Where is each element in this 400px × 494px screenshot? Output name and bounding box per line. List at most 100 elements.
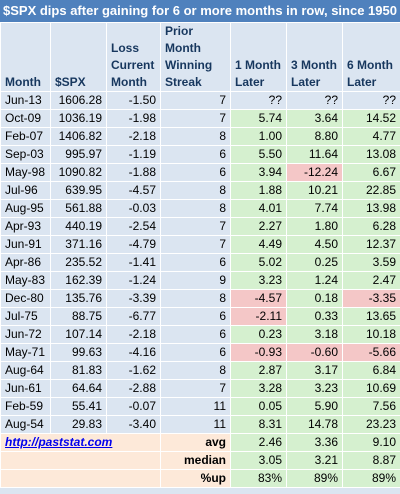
table-cell: 1.00 (230, 127, 287, 146)
table-cell: 7 (160, 109, 231, 128)
table-cell: -1.62 (106, 361, 161, 380)
table-cell: 6 (160, 325, 231, 344)
summary-value: 3.21 (286, 451, 343, 470)
table-cell: 2.47 (342, 271, 400, 290)
table-cell: 6 (160, 253, 231, 272)
table-cell: -0.07 (106, 397, 161, 416)
summary-value: 3.36 (286, 433, 343, 452)
table-cell: Jun-61 (0, 379, 51, 398)
table-cell: Jul-96 (0, 181, 51, 200)
table-cell: 5.02 (230, 253, 287, 272)
table-cell: -1.24 (106, 271, 161, 290)
table-cell: 8.80 (286, 127, 343, 146)
summary-spacer: http://paststat.com (0, 433, 161, 452)
table-cell: May-98 (0, 163, 51, 182)
table-cell: 0.23 (230, 325, 287, 344)
summary-value: 2.46 (230, 433, 287, 452)
table-cell: 639.95 (50, 181, 107, 200)
table-row: Apr-86 235.52 -1.41 6 5.02 0.25 3.59 (0, 253, 400, 272)
table-cell: 1.80 (286, 217, 343, 236)
table-cell: 561.88 (50, 199, 107, 218)
table-cell: ?? (230, 91, 287, 110)
table-cell: 3.23 (286, 379, 343, 398)
summary-value: 9.10 (342, 433, 400, 452)
table-cell: 81.83 (50, 361, 107, 380)
table-cell: Apr-93 (0, 217, 51, 236)
table-cell: 3.94 (230, 163, 287, 182)
table-cell: 2.27 (230, 217, 287, 236)
table-cell: 9 (160, 271, 231, 290)
table-cell: 1090.82 (50, 163, 107, 182)
table-cell: 3.17 (286, 361, 343, 380)
table-cell: 13.98 (342, 199, 400, 218)
title: $SPX dips after gaining for 6 or more mo… (0, 0, 400, 22)
table-cell: 135.76 (50, 289, 107, 308)
summary-spacer (0, 451, 161, 470)
table-cell: Sep-03 (0, 145, 51, 164)
table-cell: Jun-72 (0, 325, 51, 344)
table-cell: 6.67 (342, 163, 400, 182)
table-cell: -3.39 (106, 289, 161, 308)
table-cell: 10.18 (342, 325, 400, 344)
header-row: Month $SPX Loss Current Month Prior Month W… (0, 22, 400, 92)
table-cell: -2.18 (106, 127, 161, 146)
summary-value: 89% (342, 469, 400, 488)
table-cell: 64.64 (50, 379, 107, 398)
column-header: 1 Month Later (230, 22, 287, 92)
table-row: Dec-80 135.76 -3.39 8 -4.57 0.18 -3.35 (0, 289, 400, 308)
table-cell: 0.33 (286, 307, 343, 326)
column-header: Prior Month Winning Streak (160, 22, 231, 92)
table-cell: -1.88 (106, 163, 161, 182)
table-cell: 7.56 (342, 397, 400, 416)
table-cell: 235.52 (50, 253, 107, 272)
table-cell: 13.65 (342, 307, 400, 326)
table-cell: Aug-54 (0, 415, 51, 434)
table-cell: 6 (160, 307, 231, 326)
table-cell: 10.21 (286, 181, 343, 200)
table-row: Oct-09 1036.19 -1.98 7 5.74 3.64 14.52 (0, 109, 400, 128)
table-cell: Aug-95 (0, 199, 51, 218)
table-cell: Jul-75 (0, 307, 51, 326)
link[interactable]: http://paststat.com (5, 435, 113, 449)
table-cell: 162.39 (50, 271, 107, 290)
table-row: Aug-64 81.83 -1.62 8 2.87 3.17 6.84 (0, 361, 400, 380)
summary-row: %up 83% 89% 89% (0, 469, 400, 488)
table-cell: 3.59 (342, 253, 400, 272)
table-cell: Feb-07 (0, 127, 51, 146)
column-header: 3 Month Later (286, 22, 343, 92)
table-cell: -0.60 (286, 343, 343, 362)
table-cell: 11.64 (286, 145, 343, 164)
table-row: Jun-72 107.14 -2.18 6 0.23 3.18 10.18 (0, 325, 400, 344)
table-cell: 0.25 (286, 253, 343, 272)
table-cell: 995.97 (50, 145, 107, 164)
table-cell: Aug-64 (0, 361, 51, 380)
table-cell: -5.66 (342, 343, 400, 362)
table-cell: 6 (160, 145, 231, 164)
table-cell: 0.05 (230, 397, 287, 416)
table-cell: 23.23 (342, 415, 400, 434)
column-header: Month (0, 22, 51, 92)
table-cell: 6.28 (342, 217, 400, 236)
table-cell: 7 (160, 91, 231, 110)
table-row: Aug-54 29.83 -3.40 11 8.31 14.78 23.23 (0, 415, 400, 434)
table-cell: 5.74 (230, 109, 287, 128)
table-cell: -1.41 (106, 253, 161, 272)
table-cell: 12.37 (342, 235, 400, 254)
table-cell: ?? (286, 91, 343, 110)
table-cell: 11 (160, 397, 231, 416)
table-cell: 2.87 (230, 361, 287, 380)
table-cell: -1.19 (106, 145, 161, 164)
column-header: Loss Current Month (106, 22, 161, 92)
table-cell: -1.50 (106, 91, 161, 110)
table-cell: 1.88 (230, 181, 287, 200)
summary-value: 3.05 (230, 451, 287, 470)
summary-value: 89% (286, 469, 343, 488)
table-cell: 14.52 (342, 109, 400, 128)
table-cell: 6 (160, 343, 231, 362)
table-cell: ?? (342, 91, 400, 110)
table-cell: 13.08 (342, 145, 400, 164)
table-cell: 5.90 (286, 397, 343, 416)
table-cell: -3.40 (106, 415, 161, 434)
summary-label: avg (160, 433, 231, 452)
table-cell: -4.57 (230, 289, 287, 308)
